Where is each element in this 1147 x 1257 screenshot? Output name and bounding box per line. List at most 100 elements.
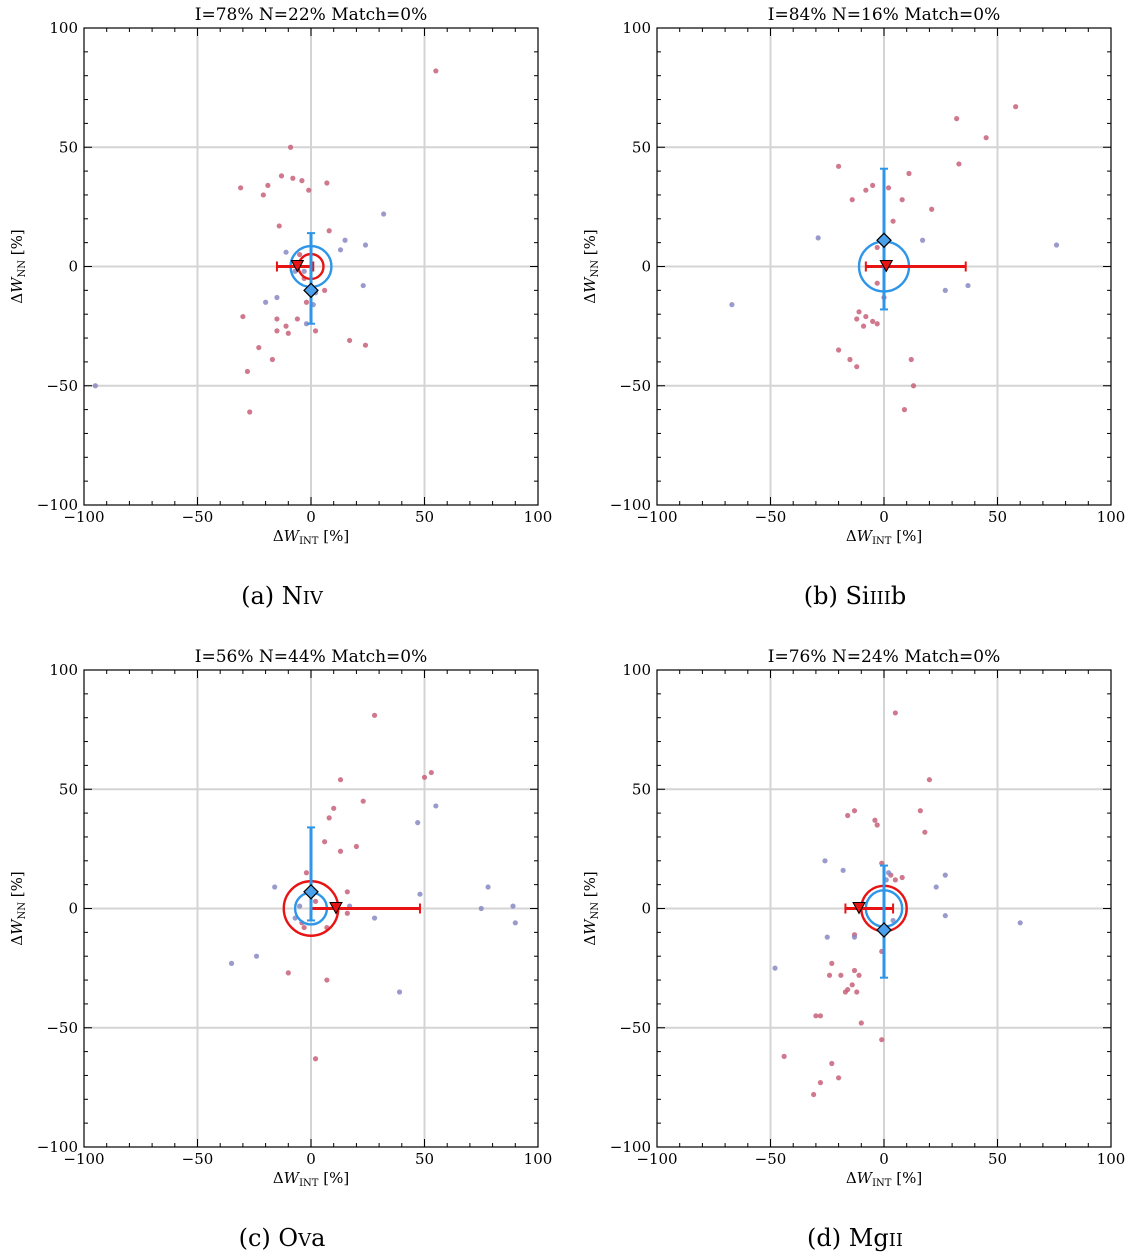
plot-frame [656,27,1112,506]
data-point [324,977,330,983]
data-point [929,206,935,212]
data-point [324,180,330,186]
y-axis-label-main: Δ [8,935,26,946]
x-axis-label-main: Δ [273,527,284,545]
y-axis-label-var: W [581,276,599,293]
y-axis-label-unit: [%] [8,871,26,902]
data-point [381,211,387,217]
data-point [485,884,491,890]
data-point [331,805,337,811]
data-point [811,1091,817,1098]
x-axis-label-unit: [%] [891,527,922,545]
panel-caption: (d) MgII [807,1224,903,1252]
data-point [826,972,833,978]
data-point [285,970,291,976]
x-tick-label: 0 [879,1150,889,1168]
data-point [428,769,434,776]
data-point [287,144,294,150]
data-point [872,817,878,823]
data-point [858,1020,864,1026]
data-point [885,870,892,876]
y-axis-label-sub: NN [17,260,28,278]
data-point [278,173,285,179]
series-0-points [836,104,1019,413]
data-point [829,960,835,966]
data-point [836,347,842,353]
data-point [417,891,423,897]
data-point [856,309,862,315]
y-tick-label: 50 [632,780,651,798]
data-point [836,163,842,169]
y-axis-label: ΔWNN [%] [8,229,28,304]
y-tick-label: −50 [619,1019,651,1037]
data-point [240,313,246,320]
y-axis-label-main: Δ [581,293,599,304]
data-point [301,924,307,931]
data-point [856,972,862,978]
caption-prefix: (b) Si [804,582,870,610]
y-axis-label: ΔWNN [%] [8,871,28,946]
x-axis-label-var: W [857,1169,874,1187]
data-point [822,858,828,864]
data-point [817,1013,824,1019]
int-mean-marker [290,260,305,273]
y-tick-label: −50 [46,377,78,395]
data-point [244,368,251,375]
data-point [890,917,896,924]
data-point [283,249,289,255]
data-point [906,170,912,177]
data-point [908,356,914,363]
data-point [1017,920,1023,926]
data-point [92,383,98,389]
data-point [870,318,876,324]
x-axis-label-unit: [%] [318,1169,349,1187]
plot-frame [83,669,539,1148]
data-point [362,342,369,348]
data-point [863,313,869,320]
x-axis-label: ΔWINT [%] [273,1169,349,1189]
data-point [290,175,296,181]
data-point [283,323,289,329]
series-1-points [92,211,387,389]
y-tick-label: 0 [641,258,651,276]
data-point [396,989,403,995]
data-point [297,903,303,909]
caption-smallcaps: II [889,1230,903,1251]
data-point [854,316,860,322]
data-point [303,870,310,876]
data-point [371,712,378,718]
data-point [874,280,880,286]
data-point [421,774,428,780]
data-point [892,710,898,716]
y-tick-label: 100 [49,661,78,679]
data-point [360,798,366,804]
y-tick-label: −50 [619,377,651,395]
x-tick-label: −100 [636,508,677,526]
y-tick-label: 100 [622,661,651,679]
data-point [337,848,344,854]
x-axis-label-main: Δ [846,1169,857,1187]
caption-prefix: (c) O [239,1224,298,1252]
data-point [824,934,830,940]
data-point [851,967,858,974]
data-point [874,822,880,828]
data-point [297,251,303,258]
data-point [274,294,280,301]
nn-mean-marker [303,883,319,900]
series-1-points [772,858,1023,971]
data-point [879,1037,885,1043]
x-axis-label-unit: [%] [891,1169,922,1187]
data-point [899,197,905,203]
x-axis-label-var: W [284,1169,301,1187]
y-tick-label: 0 [68,258,78,276]
data-point [917,808,923,814]
data-point [922,829,928,835]
data-point [274,328,280,334]
data-point [901,407,908,413]
y-tick-label: 0 [68,900,78,918]
data-point [512,920,518,926]
nn-mean-marker [876,232,892,249]
caption-smallcaps: III [870,588,891,609]
x-tick-label: 50 [415,1150,434,1168]
y-axis-label: ΔWNN [%] [581,229,601,304]
